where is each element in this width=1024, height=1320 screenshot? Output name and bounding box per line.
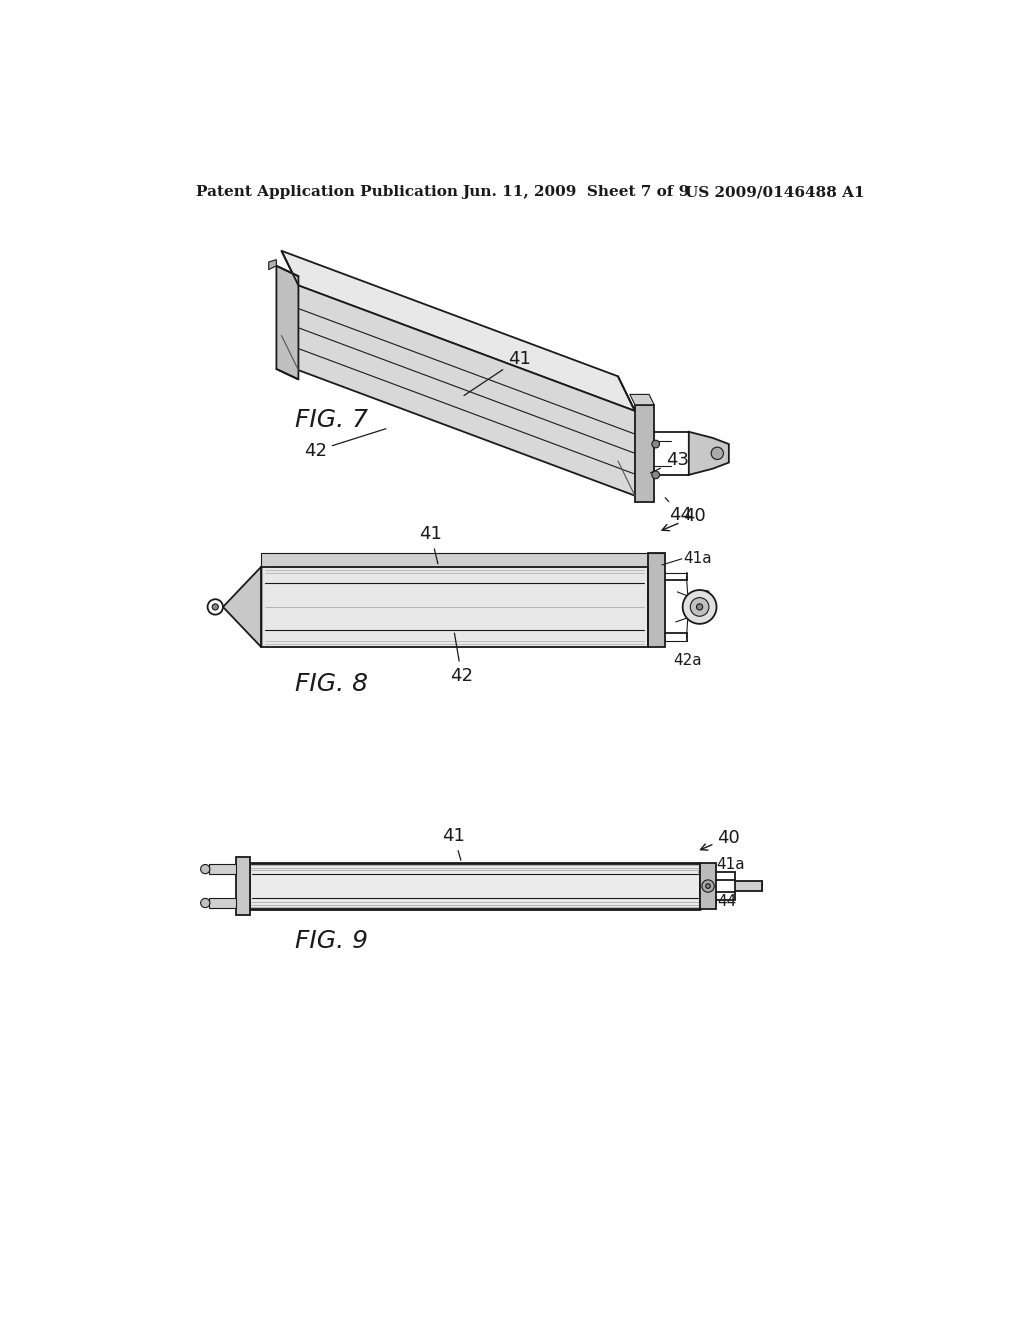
- Text: Patent Application Publication: Patent Application Publication: [196, 185, 458, 199]
- Polygon shape: [298, 285, 635, 496]
- Polygon shape: [648, 553, 665, 647]
- Polygon shape: [630, 395, 654, 405]
- Circle shape: [683, 590, 717, 624]
- Circle shape: [706, 884, 711, 888]
- Circle shape: [696, 603, 702, 610]
- Polygon shape: [237, 857, 250, 915]
- Text: FIG. 8: FIG. 8: [295, 672, 368, 696]
- Text: Jun. 11, 2009  Sheet 7 of 9: Jun. 11, 2009 Sheet 7 of 9: [462, 185, 689, 199]
- Text: 44: 44: [666, 498, 692, 524]
- Circle shape: [201, 865, 210, 874]
- Text: 42: 42: [304, 429, 386, 459]
- Text: 43: 43: [698, 894, 718, 909]
- Circle shape: [652, 441, 659, 447]
- Text: US 2009/0146488 A1: US 2009/0146488 A1: [685, 185, 864, 199]
- Polygon shape: [282, 251, 635, 411]
- Polygon shape: [209, 899, 237, 908]
- Polygon shape: [268, 260, 276, 269]
- Circle shape: [652, 471, 659, 479]
- Polygon shape: [250, 863, 700, 909]
- Polygon shape: [261, 566, 648, 647]
- Circle shape: [690, 598, 709, 616]
- Circle shape: [701, 880, 714, 892]
- Text: 40: 40: [662, 507, 707, 531]
- Circle shape: [201, 899, 210, 908]
- Text: 44: 44: [692, 609, 712, 624]
- Text: 43: 43: [692, 590, 712, 605]
- Polygon shape: [209, 865, 237, 874]
- Polygon shape: [689, 432, 729, 475]
- Polygon shape: [261, 553, 648, 566]
- Polygon shape: [700, 863, 716, 909]
- Text: FIG. 9: FIG. 9: [295, 929, 368, 953]
- Text: 41: 41: [442, 828, 465, 861]
- Circle shape: [711, 447, 724, 459]
- Text: 43: 43: [650, 451, 689, 473]
- Polygon shape: [276, 265, 298, 379]
- Text: FIG. 7: FIG. 7: [295, 408, 368, 432]
- Text: 41: 41: [420, 525, 442, 564]
- Text: 42: 42: [451, 634, 473, 685]
- Text: 40: 40: [700, 829, 740, 850]
- Polygon shape: [635, 405, 654, 502]
- Circle shape: [212, 603, 218, 610]
- Text: 41a: 41a: [716, 857, 744, 873]
- Text: 41a: 41a: [683, 552, 712, 566]
- Text: 44: 44: [717, 894, 736, 909]
- Circle shape: [208, 599, 223, 615]
- Polygon shape: [223, 566, 261, 647]
- Text: 42a: 42a: [674, 653, 702, 668]
- Text: 41: 41: [464, 350, 530, 396]
- Polygon shape: [735, 880, 762, 891]
